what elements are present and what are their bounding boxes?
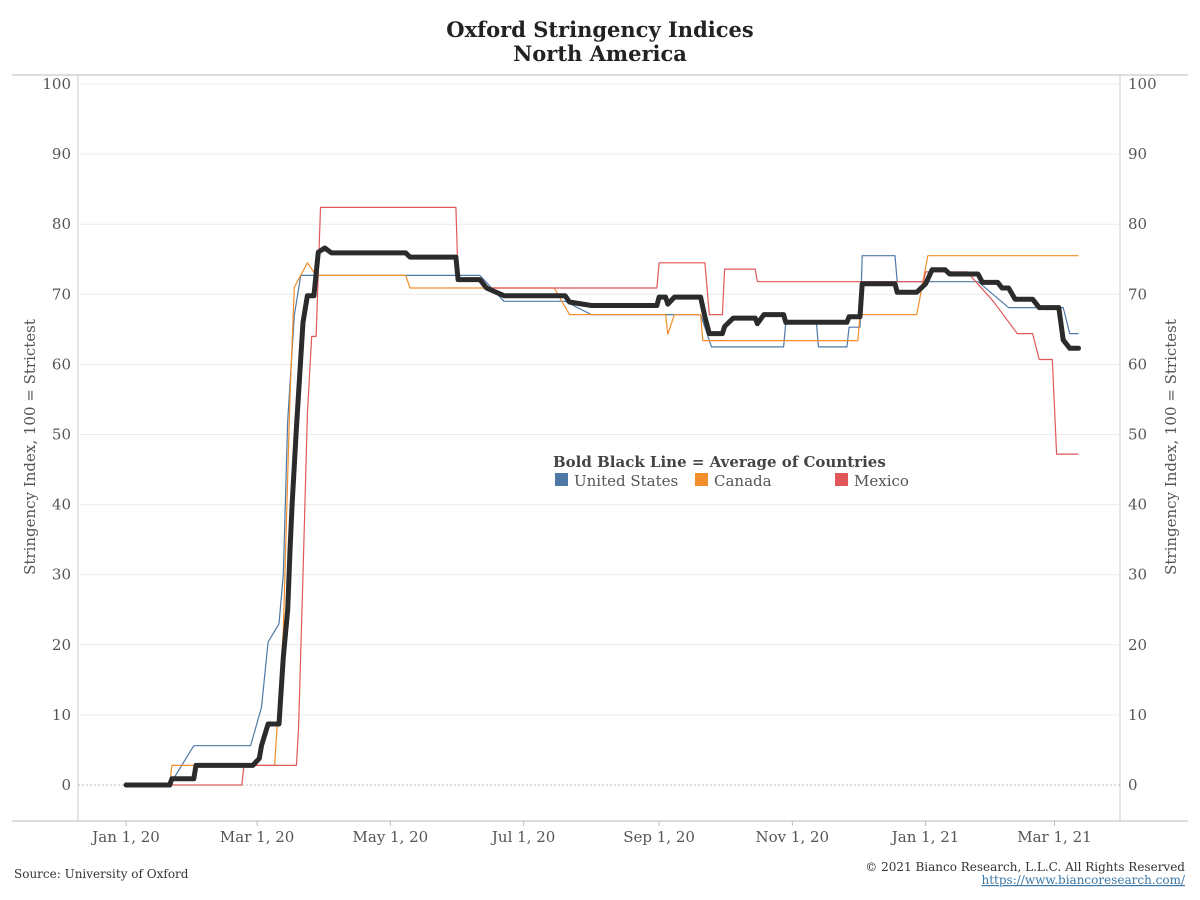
y-tick-label-left: 90 [52,145,71,163]
y-tick-label-left: 0 [61,776,71,794]
legend-title: Bold Black Line = Average of Countries [553,453,886,471]
series-line-average-of-countries [123,245,1081,788]
y-tick-label-right: 80 [1128,215,1147,233]
x-tick-label: Jan 1, 20 [90,828,160,846]
chart-title: Oxford Stringency Indices [446,17,753,42]
x-tick-label: Jan 1, 21 [890,828,960,846]
y-tick-label-left: 10 [52,706,71,724]
y-tick-label-left: 30 [52,566,71,584]
legend-swatch-united-states [555,473,568,486]
y-tick-label-left: 40 [52,496,71,514]
x-tick-label: Sep 1, 20 [623,828,695,846]
legend-label-canada: Canada [714,472,772,490]
legend-item-canada: Canada [695,472,772,490]
x-tick-label: Mar 1, 21 [1017,828,1091,846]
legend-swatch-mexico [835,473,848,486]
copyright-note: © 2021 Bianco Research, L.L.C. All Right… [865,860,1185,874]
y-tick-label-right: 100 [1128,75,1157,93]
legend-label-united-states: United States [574,472,678,490]
x-tick-label: May 1, 20 [353,828,429,846]
source-note: Source: University of Oxford [14,867,189,881]
series-line-united-states [126,255,1079,786]
y-tick-label-left: 20 [52,636,71,654]
y-axis-label-right: Stringency Index, 100 = Strictest [1162,319,1180,575]
y-tick-label-right: 50 [1128,426,1147,444]
series-lines [123,206,1081,788]
y-tick-label-right: 60 [1128,355,1147,373]
y-tick-label-left: 50 [52,426,71,444]
y-tick-label-right: 0 [1128,776,1138,794]
legend-item-mexico: Mexico [835,472,909,490]
series-line-mexico [126,206,1079,786]
y-axis-left: 0 10 20 30 40 50 60 70 80 90 100 [42,75,71,794]
x-tick-label: Nov 1, 20 [756,828,830,846]
legend-label-mexico: Mexico [854,472,909,490]
y-tick-label-left: 80 [52,215,71,233]
series-line-canada [126,255,1079,786]
x-tick-label: Jul 1, 20 [490,828,555,846]
website-link[interactable]: https://www.biancoresearch.com/ [981,873,1185,887]
y-tick-label-left: 100 [42,75,71,93]
y-tick-label-left: 60 [52,355,71,373]
y-tick-label-right: 30 [1128,566,1147,584]
y-tick-label-right: 10 [1128,706,1147,724]
y-tick-label-right: 40 [1128,496,1147,514]
legend-item-united-states: United States [555,472,678,490]
x-tick-label: Mar 1, 20 [220,828,294,846]
y-tick-label-right: 70 [1128,285,1147,303]
gridlines [78,83,1120,786]
y-tick-label-right: 90 [1128,145,1147,163]
legend-swatch-canada [695,473,708,486]
x-axis: Jan 1, 20 Mar 1, 20 May 1, 20 Jul 1, 20 Sep … [90,821,1092,846]
chart-subtitle: North America [513,41,687,66]
y-tick-label-right: 20 [1128,636,1147,654]
y-tick-label-left: 70 [52,285,71,303]
y-axis-label-left: Stringency Index, 100 = Strictest [21,319,39,575]
legend: Bold Black Line = Average of Countries U… [553,453,909,490]
y-axis-right: 0 10 20 30 40 50 60 70 80 90 100 [1128,75,1157,794]
